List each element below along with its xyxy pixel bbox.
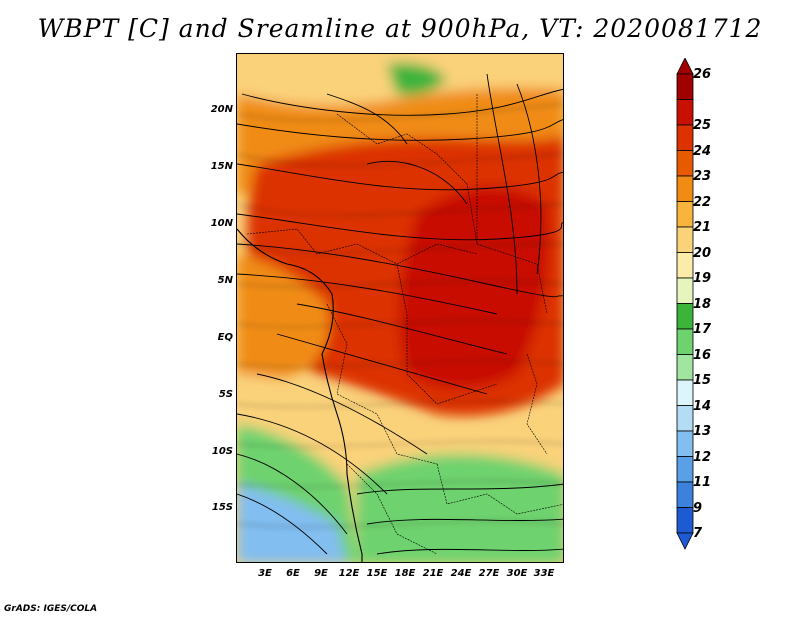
lon-label-18e: 18E	[394, 568, 416, 579]
colorbar-tick-label: 24	[693, 143, 712, 159]
colorbar	[676, 58, 694, 550]
wbpt-shade-west-coast	[237, 254, 329, 394]
country-border	[326, 303, 438, 465]
colorbar-cell	[676, 150, 694, 177]
lon-label-27e: 27E	[478, 568, 500, 579]
colorbar-tick-label: 14	[693, 398, 712, 414]
colorbar-tick-label: 21	[693, 220, 712, 235]
lat-label-20n: 20N	[210, 104, 233, 115]
colorbar-cell	[676, 277, 694, 304]
colorbar-cell	[676, 73, 694, 100]
wbpt-streamline-map	[237, 54, 563, 562]
lat-label-15s: 15S	[211, 502, 233, 513]
lon-label-3e: 3E	[258, 568, 272, 579]
colorbar-cell	[676, 354, 694, 381]
colorbar-tick-label: 16	[693, 347, 712, 363]
lat-label-15n: 15N	[210, 161, 233, 172]
colorbar-cell	[676, 124, 694, 151]
wbpt-shade-17-north	[387, 63, 447, 95]
lon-label-30e: 30E	[506, 568, 528, 579]
lon-label-15e: 15E	[366, 568, 388, 579]
lon-label-9e: 9E	[314, 568, 328, 579]
country-border	[436, 463, 563, 515]
wbpt-shade-24-core	[399, 186, 549, 389]
chart-title: WBPT [C] and Sreamline at 900hPa, VT: 20…	[37, 14, 763, 43]
colorbar-tick-label: 12	[693, 449, 712, 465]
colorbar-cell	[676, 201, 694, 228]
colorbar-tick-label: 7	[693, 526, 703, 541]
map-panel	[236, 53, 564, 563]
lat-label-5n: 5N	[217, 275, 233, 286]
coastline	[237, 228, 363, 562]
wbpt-shade-17-south	[357, 454, 563, 562]
colorbar-tick-label: 22	[693, 194, 712, 210]
colorbar-cell	[676, 252, 694, 279]
colorbar-bottom-arrow	[676, 532, 694, 550]
country-border	[246, 228, 478, 265]
lat-label-eq: EQ	[217, 332, 233, 343]
lon-label-33e: 33E	[533, 568, 555, 579]
lon-label-24e: 24E	[450, 568, 472, 579]
country-border	[476, 94, 548, 315]
colorbar-cell	[676, 328, 694, 355]
colorbar-cell	[676, 507, 694, 534]
lat-label-10n: 10N	[210, 218, 233, 229]
colorbar-tick-label: 9	[693, 500, 703, 516]
lon-label-21e: 21E	[422, 568, 444, 579]
colorbar-cell	[676, 456, 694, 483]
colorbar-tick-label: 23	[693, 169, 712, 184]
colorbar-cell	[676, 481, 694, 508]
colorbar-cell	[676, 226, 694, 253]
colorbar-tick-label: 18	[693, 296, 712, 312]
colorbar-cell	[676, 303, 694, 330]
lat-label-5s: 5S	[218, 389, 233, 400]
colorbar-tick-label: 13	[693, 424, 712, 439]
colorbar-cell	[676, 99, 694, 126]
colorbar-tick-label: 11	[693, 475, 712, 490]
colorbar-tick-label: 17	[693, 322, 712, 337]
colorbar-tick-label: 19	[693, 271, 712, 286]
colorbar-tick-label: 20	[693, 245, 712, 261]
colorbar-tick-label: 26	[693, 67, 712, 82]
country-border	[396, 263, 498, 405]
colorbar-cell	[676, 175, 694, 202]
colorbar-tick-label: 25	[693, 118, 712, 133]
country-border	[336, 113, 478, 245]
colorbar-top-arrow	[676, 58, 694, 75]
country-border	[346, 463, 438, 555]
lon-label-12e: 12E	[338, 568, 360, 579]
colorbar-cell	[676, 379, 694, 406]
grads-credit: GrADS: IGES/COLA	[4, 604, 98, 614]
colorbar-cell	[676, 430, 694, 457]
colorbar-tick-label: 15	[693, 373, 712, 388]
lat-label-10s: 10S	[211, 446, 233, 457]
country-border	[526, 353, 548, 455]
lon-label-6e: 6E	[286, 568, 300, 579]
colorbar-cell	[676, 405, 694, 432]
